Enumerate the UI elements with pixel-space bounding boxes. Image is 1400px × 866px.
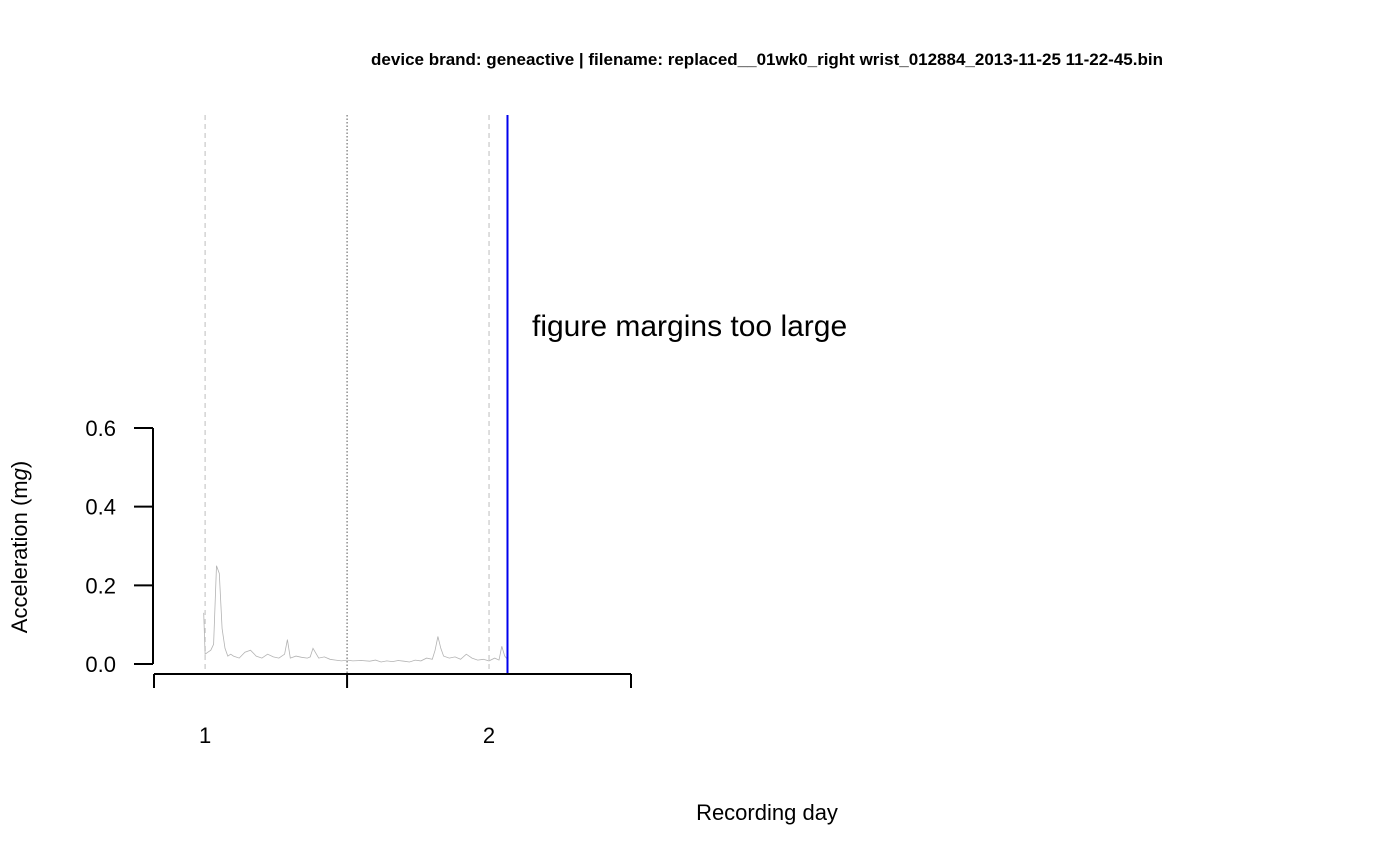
x-day-label: 2	[483, 723, 495, 748]
plot-series	[203, 565, 508, 663]
y-axis-label: Acceleration (mg)	[7, 461, 32, 633]
guide-lines	[204, 115, 490, 674]
figure-margins-notice: figure margins too large	[532, 310, 847, 343]
y-tick-label: 0.0	[85, 652, 116, 677]
series-line	[203, 565, 508, 663]
y-axis-label-suffix: )	[7, 461, 32, 468]
x-axis-label: Recording day	[696, 800, 838, 825]
chart-title: device brand: geneactive | filename: rep…	[371, 50, 1163, 69]
x-day-label: 1	[199, 723, 211, 748]
y-axis-label-unit: g	[7, 467, 32, 480]
y-tick-label: 0.6	[85, 416, 116, 441]
y-axis: 0.0 0.2 0.4 0.6	[85, 416, 154, 677]
y-axis-label-prefix: Acceleration (m	[7, 480, 32, 633]
y-tick-label: 0.4	[85, 495, 116, 520]
y-tick-label: 0.2	[85, 573, 116, 598]
